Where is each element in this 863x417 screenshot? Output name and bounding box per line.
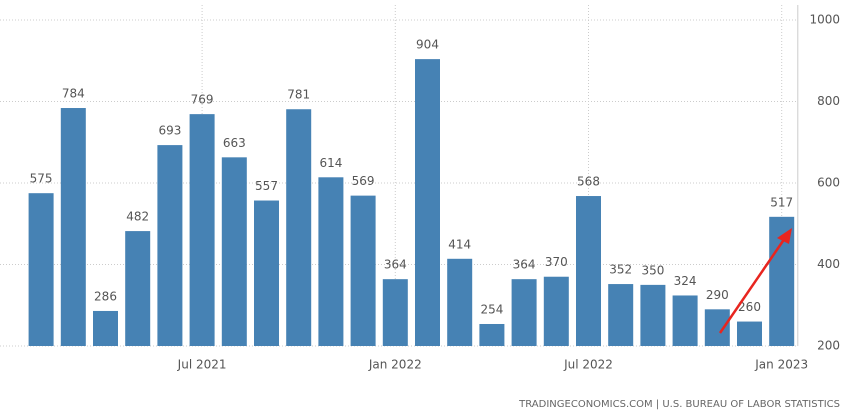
data-label: 324 [674,274,697,288]
arrow-annotation [718,228,792,334]
bar [479,323,505,346]
y-tick-label: 400 [817,257,840,271]
x-tick-label: Jan 2023 [754,358,808,372]
data-label: 364 [384,258,407,272]
data-label: 568 [577,175,600,189]
data-label: 414 [448,237,471,251]
data-label: 350 [641,263,664,277]
bar [318,177,344,346]
bar [60,108,86,347]
y-tick-label: 800 [817,94,840,108]
data-label: 569 [352,174,375,188]
bar [254,200,279,346]
y-tick-label: 200 [817,339,840,353]
bar [93,310,118,346]
bar [28,193,54,346]
data-label: 663 [223,136,246,150]
data-label: 370 [545,255,568,269]
data-label: 290 [706,288,729,302]
data-label: 352 [609,263,632,277]
bar [704,309,730,346]
data-label: 364 [513,258,536,272]
source: TRADINGECONOMICS.COM | U.S. BUREAU OF LA… [518,399,840,410]
data-label: 904 [416,38,439,52]
data-label: 482 [126,210,149,224]
y-tick-label: 1000 [809,13,840,27]
bar [125,231,151,346]
bar [672,295,698,346]
x-tick-label: Jul 2021 [177,358,227,372]
bar [382,279,408,346]
data-label: 781 [287,88,310,102]
bar [576,196,601,346]
bar [608,284,634,346]
data-label: 614 [319,156,342,170]
data-label: 260 [738,300,761,314]
bar [543,276,569,346]
data-label: 769 [191,93,214,107]
bar [350,195,376,346]
y-tick-label: 600 [817,176,840,190]
data-label: 254 [480,302,503,316]
bar [189,114,215,346]
data-label: 286 [94,289,117,303]
data-label: 517 [770,195,793,209]
bar [447,258,473,346]
bar [737,321,762,346]
bar [640,284,666,346]
x-tick-label: Jul 2022 [563,358,613,372]
bar [157,145,183,346]
bar [286,109,312,347]
data-label: 575 [30,172,53,186]
data-label: 557 [255,179,278,193]
bar [415,59,440,347]
bar [221,157,247,346]
data-label: 693 [158,124,181,138]
x-tick-label: Jan 2022 [368,358,422,372]
data-label: 784 [62,87,85,101]
bar [511,279,537,346]
